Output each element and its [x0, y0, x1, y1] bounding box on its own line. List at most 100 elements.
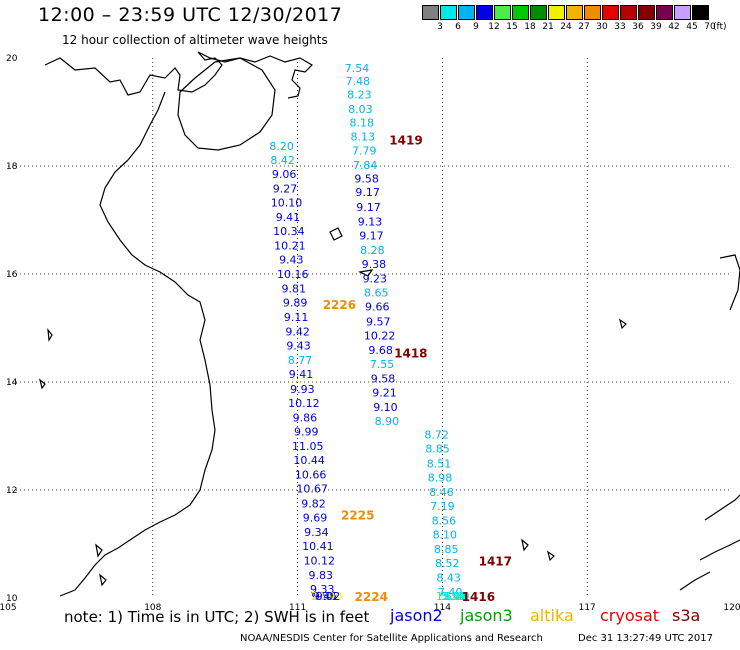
colorbar-label: 18	[524, 22, 536, 32]
lat-tick-label: 12	[6, 486, 17, 496]
pass-labels-layer: 1419 1418 1417 1416 2226 2225 2224	[323, 133, 512, 604]
wave-height-value: 8.46	[429, 486, 454, 499]
colorbar-swatch	[422, 5, 439, 20]
colorbar-swatch	[638, 5, 655, 20]
wave-height-value: 9.41	[276, 211, 301, 224]
wave-height-value: 9.58	[311, 590, 336, 603]
colorbar-label: 70	[704, 22, 716, 32]
wave-height-value: 9.45	[313, 590, 338, 603]
footer-timestamp: Dec 31 13:27:49 UTC 2017	[578, 633, 713, 644]
lat-tick-label: 10	[6, 594, 18, 604]
colorbar-unit: (ft)	[713, 22, 727, 32]
wave-height-value: 11.05	[292, 440, 324, 453]
lon-tick-label: 108	[144, 603, 161, 613]
axis-labels: 105 108 111 114 117 120 20 18 16 14 12 10	[0, 54, 740, 613]
colorbar-swatch	[674, 5, 691, 20]
wave-height-value: 8.20	[269, 140, 294, 153]
colorbar-label: 6	[455, 22, 461, 32]
wave-height-value: 9.10	[373, 401, 398, 414]
pass-number-label: 2224	[355, 590, 388, 604]
legend-s3a: s3a	[672, 606, 701, 625]
wave-height-value: 9.21	[372, 387, 397, 400]
lat-tick-label: 16	[6, 270, 18, 280]
colorbar-swatch	[584, 5, 601, 20]
wave-height-value: 9.66	[365, 301, 390, 314]
lon-tick-label: 105	[0, 603, 17, 613]
wave-height-value: 10.41	[302, 540, 334, 553]
pass-number-label: 1418	[394, 347, 427, 361]
wave-height-value: 9.99	[294, 425, 319, 438]
wave-height-value: 8.18	[350, 117, 375, 130]
wave-height-value: 9.58	[354, 173, 379, 186]
pass-number-label: 2225	[341, 509, 374, 523]
wave-height-value: 8.42	[270, 154, 295, 167]
footer-note: note: 1) Time is in UTC; 2) SWH is in fe…	[64, 608, 370, 626]
wave-height-value: 8.90	[375, 415, 400, 428]
colorbar-swatch	[620, 5, 637, 20]
lat-tick-label: 18	[6, 162, 18, 172]
wave-height-value: 10.22	[364, 329, 396, 342]
wave-height-value: 8.56	[432, 515, 457, 528]
wave-height-value: 10.21	[274, 240, 306, 253]
pass-number-label: 1419	[389, 133, 422, 147]
wave-height-value: 9.57	[366, 315, 391, 328]
colorbar-swatch	[458, 5, 475, 20]
lat-lon-grid	[8, 58, 732, 598]
wave-height-value: 7.79	[352, 145, 377, 158]
wave-height-value: 9.17	[355, 186, 380, 199]
map-title: 12:00 – 23:59 UTC 12/30/2017	[38, 4, 343, 26]
wave-height-value: 9.83	[309, 569, 334, 582]
wave-height-value: 9.27	[273, 182, 298, 195]
wave-height-value: 8.85	[425, 443, 450, 456]
wave-height-value: 10.66	[295, 469, 327, 482]
wave-height-value: 5.49	[442, 590, 467, 603]
pass-number-label: 1417	[479, 555, 512, 569]
wave-height-value: 9.82	[301, 497, 326, 510]
colorbar-swatch	[440, 5, 457, 20]
wave-height-value: 9.13	[358, 215, 383, 228]
colorbar-swatch	[512, 5, 529, 20]
wave-height-value: 9.86	[293, 411, 318, 424]
colorbar-swatch	[548, 5, 565, 20]
wave-height-value: 9.06	[272, 168, 297, 181]
wave-height-value: 9.69	[303, 511, 328, 524]
footer-credit: NOAA/NESDIS Center for Satellite Applica…	[240, 633, 543, 644]
wave-height-value: 7.55	[370, 358, 395, 371]
wave-height-value: 8.65	[364, 287, 389, 300]
lon-tick-label: 114	[434, 603, 451, 613]
colorbar-label: 12	[488, 22, 500, 32]
colorbar-label: 39	[650, 22, 662, 32]
wave-height-value: 9.81	[281, 282, 306, 295]
lon-tick-label: 120	[723, 603, 740, 613]
colorbar-label: 21	[542, 22, 554, 32]
wave-height-value: 8.23	[347, 89, 372, 102]
colorbar-swatch	[566, 5, 583, 20]
wave-height-value: 7.48	[346, 75, 371, 88]
map-subtitle: 12 hour collection of altimeter wave hei…	[62, 33, 328, 47]
wave-height-value: 8.13	[351, 131, 376, 144]
wave-height-value: 8.51	[427, 457, 452, 470]
wave-height-value: 10.10	[271, 197, 303, 210]
wave-height-value: 7.84	[353, 159, 378, 172]
colorbar-label: 3	[437, 22, 443, 32]
wave-height-value: 9.17	[356, 201, 381, 214]
wave-height-value: 8.85	[434, 543, 459, 556]
colorbar-label: 42	[668, 22, 680, 32]
wave-height-value: 8.72	[424, 429, 449, 442]
colorbar-label: 27	[578, 22, 590, 32]
colorbar-label: 45	[686, 22, 698, 32]
observations-layer: 7.547.488.238.038.188.137.797.849.589.17…	[269, 62, 469, 603]
colorbar-swatch	[602, 5, 619, 20]
wave-height-value: 9.17	[359, 229, 384, 242]
wave-height-value: 8.28	[360, 244, 385, 257]
legend-cryosat: cryosat	[600, 606, 660, 625]
wave-height-value: 22.90	[311, 590, 343, 603]
wave-height-value: 8.43	[436, 571, 461, 584]
wave-height-value: 9.42	[285, 326, 310, 339]
colorbar-label: 24	[560, 22, 572, 32]
coastline	[38, 51, 740, 597]
wave-height-value: 8.52	[435, 557, 460, 570]
wave-height-value: 10.67	[296, 483, 328, 496]
wave-height-value: 9.33	[310, 583, 335, 596]
colorbar-label: 36	[632, 22, 644, 32]
